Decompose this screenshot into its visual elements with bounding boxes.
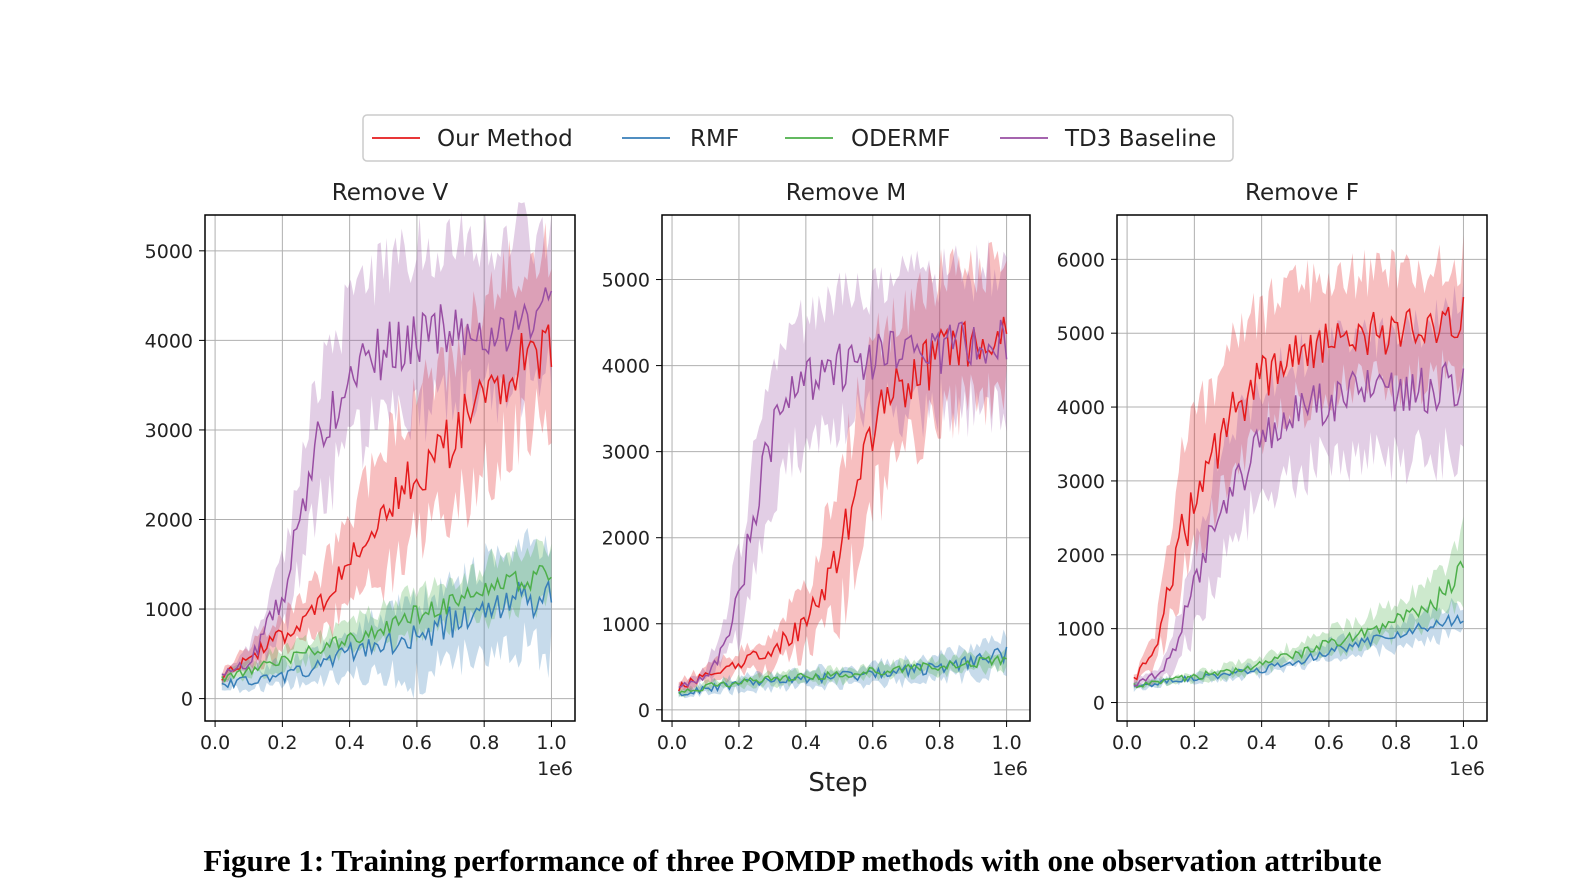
- band-td3-baseline: [678, 239, 1007, 693]
- shared-x-axis-label: Step: [808, 768, 867, 798]
- band-our-method: [678, 241, 1007, 693]
- x-tick-label: 0.8: [925, 732, 955, 754]
- x-tick-label: 0.0: [1112, 732, 1142, 754]
- y-tick-label: 4000: [602, 356, 650, 378]
- axes-frame: [204, 214, 576, 722]
- y-tick-label: 1000: [1057, 619, 1105, 641]
- x-tick-label: 0.0: [200, 732, 230, 754]
- subplot-title: Remove V: [332, 180, 449, 206]
- x-tick-label: 1.0: [536, 732, 566, 754]
- y-tick-label: 5000: [602, 270, 650, 292]
- x-offset-label: 1e6: [1449, 758, 1485, 780]
- line-our-method: [221, 324, 553, 681]
- legend-label-td3-baseline: TD3 Baseline: [1064, 126, 1216, 152]
- band-td3-baseline: [1133, 280, 1464, 689]
- band-rmf: [678, 629, 1007, 699]
- x-offset-label: 1e6: [537, 758, 573, 780]
- figure-caption: Figure 1: Training performance of three …: [203, 843, 1382, 878]
- line-td3-baseline: [221, 287, 553, 676]
- y-tick-label: 2000: [1057, 545, 1105, 567]
- line-td3-baseline: [1133, 361, 1465, 687]
- y-tick-label: 4000: [145, 330, 193, 352]
- x-tick-label: 0.4: [791, 732, 821, 754]
- subplot-title: Remove F: [1245, 180, 1359, 206]
- legend-entry-0: Our Method: [372, 126, 573, 152]
- x-tick-label: 0.4: [1247, 732, 1277, 754]
- legend-label-odermf: ODERMF: [851, 126, 950, 152]
- x-tick-label: 0.6: [1314, 732, 1344, 754]
- x-tick-label: 0.0: [657, 732, 687, 754]
- y-tick-label: 0: [638, 700, 650, 722]
- y-tick-label: 1000: [145, 599, 193, 621]
- x-tick-label: 0.8: [469, 732, 499, 754]
- band-our-method: [221, 222, 552, 686]
- x-offset-label: 1e6: [992, 758, 1028, 780]
- y-tick-label: 6000: [1057, 249, 1105, 271]
- y-tick-label: 2000: [145, 509, 193, 531]
- x-tick-label: 1.0: [991, 732, 1021, 754]
- y-tick-label: 3000: [145, 420, 193, 442]
- x-tick-label: 0.4: [335, 732, 365, 754]
- band-rmf: [221, 527, 552, 699]
- line-odermf: [678, 655, 1007, 695]
- line-td3-baseline: [678, 319, 1008, 689]
- subplots: 0.0 0.2 0.4 0.6 0.8 1.0 0 1000 2000 3000 4000 5000 R…: [145, 180, 1488, 780]
- y-tick-label: 5000: [145, 241, 193, 263]
- x-tick-label: 0.2: [267, 732, 297, 754]
- axes-frame: [1116, 214, 1488, 722]
- x-tick-label: 1.0: [1448, 732, 1478, 754]
- legend-label-our-method: Our Method: [437, 126, 573, 152]
- y-tick-label: 0: [181, 689, 193, 711]
- y-tick-label: 3000: [1057, 471, 1105, 493]
- legend-label-rmf: RMF: [690, 126, 739, 152]
- legend: Our Method RMF ODERMF TD3 Baseline: [362, 114, 1234, 162]
- subplot-remove-m: 0.0 0.2 0.4 0.6 0.8 1.0 0 1000 2000 3000 4000 5000 R…: [602, 180, 1031, 780]
- band-td3-baseline: [221, 202, 552, 685]
- y-tick-label: 5000: [1057, 323, 1105, 345]
- y-tick-label: 0: [1093, 693, 1105, 715]
- line-odermf: [1133, 560, 1465, 689]
- y-tick-label: 1000: [602, 614, 650, 636]
- legend-entry-2: ODERMF: [785, 126, 950, 152]
- axes-frame: [661, 214, 1031, 722]
- band-odermf: [221, 538, 552, 687]
- line-our-method: [1133, 297, 1465, 681]
- x-tick-label: 0.6: [858, 732, 888, 754]
- subplot-remove-v: 0.0 0.2 0.4 0.6 0.8 1.0 0 1000 2000 3000 4000 5000 R…: [145, 180, 576, 780]
- legend-entry-3: TD3 Baseline: [1000, 126, 1216, 152]
- band-our-method: [1133, 235, 1464, 686]
- x-tick-label: 0.2: [1179, 732, 1209, 754]
- x-tick-label: 0.2: [724, 732, 754, 754]
- y-tick-label: 2000: [602, 528, 650, 550]
- band-odermf: [1133, 516, 1464, 690]
- legend-entry-1: RMF: [622, 126, 739, 152]
- y-tick-label: 4000: [1057, 397, 1105, 419]
- line-odermf: [221, 564, 552, 683]
- x-tick-label: 0.6: [402, 732, 432, 754]
- line-rmf: [221, 579, 553, 690]
- line-rmf: [1133, 613, 1464, 688]
- subplot-remove-f: 0.0 0.2 0.4 0.6 0.8 1.0 0 1000 2000 3000 4000 5000 6…: [1057, 180, 1488, 780]
- subplot-title: Remove M: [786, 180, 907, 206]
- y-tick-label: 3000: [602, 442, 650, 464]
- x-tick-label: 0.8: [1381, 732, 1411, 754]
